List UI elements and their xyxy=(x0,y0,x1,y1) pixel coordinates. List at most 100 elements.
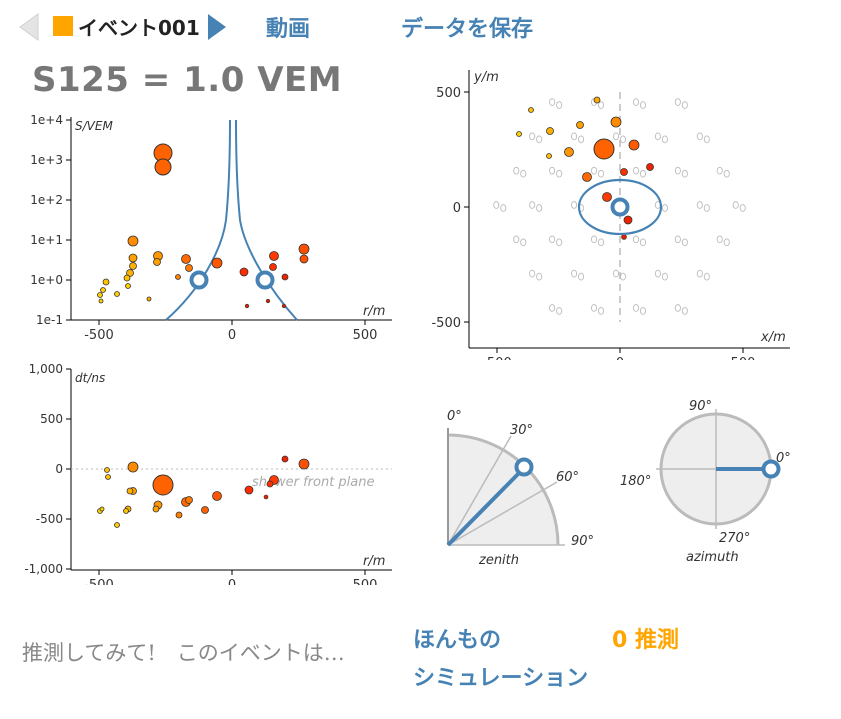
map-station-empty xyxy=(612,269,620,278)
timing-point xyxy=(152,505,160,513)
zenith-dial-label: zenith xyxy=(478,553,519,568)
map-footprint-ellipse xyxy=(577,178,663,236)
map-station-hit xyxy=(620,168,628,176)
event-name: イベント001 xyxy=(78,16,200,40)
map-station-hit xyxy=(564,147,574,157)
ldf-x-label: r/m xyxy=(363,304,385,319)
map-station-empty xyxy=(632,166,640,175)
s125-readout: S125 = 1.0 VEM xyxy=(32,60,343,100)
map-station-empty xyxy=(598,238,605,247)
ldf-point xyxy=(125,283,131,289)
map-station-empty xyxy=(639,238,647,247)
timing-station-points xyxy=(97,455,310,528)
timing-plane-label: shower front plane xyxy=(252,475,374,490)
map-station-empty xyxy=(591,304,598,312)
map-y-axis: 500 0 -500 xyxy=(431,86,469,331)
map-station-hit xyxy=(621,234,627,240)
map-station-empty xyxy=(598,169,605,178)
azimuth-label-0: 0° xyxy=(776,451,791,466)
save-data-button[interactable]: データを保存 xyxy=(401,17,534,42)
map-station-empty xyxy=(723,238,730,247)
map-x-tick-label: 500 xyxy=(731,356,756,360)
map-station-empty xyxy=(520,169,527,178)
map-station-empty xyxy=(556,307,563,315)
ldf-point xyxy=(269,263,277,271)
zenith-tick-30 xyxy=(447,435,512,546)
next-event-icon[interactable] xyxy=(204,10,230,44)
timing-y-tick-label: 500 xyxy=(40,412,63,426)
map-station-hit xyxy=(546,153,552,159)
ldf-point xyxy=(146,296,152,302)
map-station-hit xyxy=(623,215,633,225)
map-station-hit xyxy=(602,192,612,202)
map-station-empty xyxy=(578,135,585,144)
timing-point xyxy=(266,480,274,488)
map-station-empty xyxy=(556,169,563,178)
map-station-empty xyxy=(674,235,681,244)
map-station-empty xyxy=(556,101,563,109)
map-station-hit xyxy=(646,163,654,171)
simulation-button[interactable]: シミュレーション xyxy=(413,666,589,691)
map-station-empty xyxy=(696,269,703,278)
azimuth-dial[interactable]: 90° 180° 0° 270° azimuth xyxy=(610,395,810,570)
ldf-point xyxy=(244,303,250,309)
map-station-empty xyxy=(571,132,578,141)
ldf-x-tick-label: 500 xyxy=(353,328,378,343)
previous-event-icon[interactable] xyxy=(14,10,44,44)
ldf-y-tick-label: 1e+2 xyxy=(30,193,63,207)
ldf-point xyxy=(281,273,289,281)
ldf-point xyxy=(181,254,191,264)
map-station-empty xyxy=(681,169,688,178)
timing-point xyxy=(263,494,269,500)
map-station-empty xyxy=(674,98,681,106)
map-x-axis: -500 0 500 xyxy=(482,348,755,360)
map-station-empty xyxy=(549,304,556,312)
azimuth-value-handle[interactable] xyxy=(761,459,781,479)
map-station-hit xyxy=(593,138,615,160)
map-x-tick-label: 0 xyxy=(616,356,624,360)
timing-point xyxy=(114,522,120,528)
ldf-point xyxy=(239,267,249,277)
map-station-empty xyxy=(536,272,543,281)
map-station-empty xyxy=(536,135,543,144)
map-station-hit xyxy=(628,139,640,151)
map-station-empty xyxy=(571,201,578,209)
map-station-empty xyxy=(716,166,723,175)
map-station-empty xyxy=(513,235,520,244)
zenith-value-handle[interactable] xyxy=(514,457,534,477)
real-event-button[interactable]: ほんもの xyxy=(413,628,502,653)
zenith-label-60: 60° xyxy=(556,470,579,485)
azimuth-label-180: 180° xyxy=(620,474,651,489)
ldf-point xyxy=(185,264,193,272)
timing-y-tick-label: -500 xyxy=(36,512,63,526)
timing-point xyxy=(212,491,222,501)
ldf-fit-curve-left xyxy=(165,119,231,321)
map-station-empty xyxy=(549,98,556,106)
map-station-hit xyxy=(528,107,534,113)
zenith-label-90: 90° xyxy=(571,534,594,549)
map-station-empty xyxy=(681,238,688,247)
zenith-label-30: 30° xyxy=(510,423,533,438)
map-y-tick-label: 500 xyxy=(436,86,461,101)
map-station-empty xyxy=(716,235,723,244)
ldf-point xyxy=(298,243,310,255)
zenith-dial[interactable]: 0° 30° 60° 90° zenith xyxy=(420,395,620,570)
ldf-fit-curve-right xyxy=(235,119,298,321)
map-station-empty xyxy=(639,307,647,315)
map-station-empty xyxy=(500,204,507,212)
map-station-empty xyxy=(703,204,710,212)
map-station-empty xyxy=(674,304,681,312)
map-station-empty xyxy=(739,204,746,212)
timing-x-label: r/m xyxy=(363,554,385,569)
map-station-hit xyxy=(582,172,592,182)
ldf-point xyxy=(128,253,138,263)
ldf-point xyxy=(102,278,110,286)
guess-prompt: 推測してみて! このイベントは… xyxy=(22,641,345,665)
movie-button[interactable]: 動画 xyxy=(266,17,311,42)
timing-y-label: dt/ns xyxy=(75,371,105,385)
ldf-point xyxy=(123,274,131,282)
zenith-tick-60 xyxy=(447,481,558,546)
timing-point xyxy=(244,485,254,495)
ldf-y-tick-label: 1e+4 xyxy=(30,113,63,127)
ldf-core-marker-left xyxy=(189,270,209,290)
